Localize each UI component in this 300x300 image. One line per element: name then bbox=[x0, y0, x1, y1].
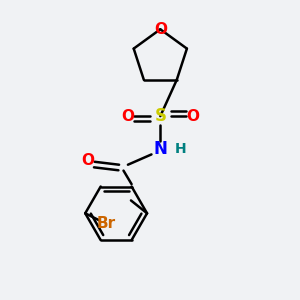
Text: O: O bbox=[82, 153, 95, 168]
Text: N: N bbox=[153, 140, 167, 158]
Text: O: O bbox=[186, 109, 199, 124]
Text: O: O bbox=[122, 109, 134, 124]
Text: H: H bbox=[175, 142, 187, 155]
Text: S: S bbox=[154, 107, 166, 125]
Text: Br: Br bbox=[96, 216, 116, 231]
Text: O: O bbox=[154, 22, 167, 37]
